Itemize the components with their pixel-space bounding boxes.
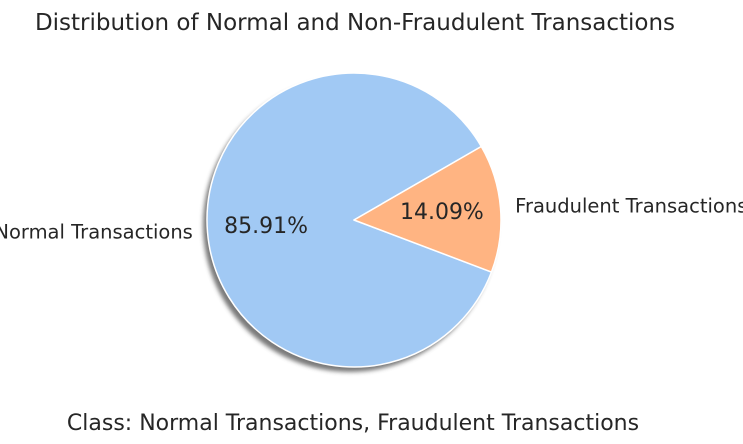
chart-title: Distribution of Normal and Non-Fraudulen… [35, 10, 675, 36]
category-label: Fraudulent Transactions [515, 194, 743, 217]
pie-group: Normal Transactions 85.91% Fraudulent Tran… [0, 72, 743, 372]
pie-slice-normal-transactions [206, 72, 493, 368]
x-axis-label: Class: Normal Transactions, Fraudulent T… [67, 411, 639, 436]
category-label: Normal Transactions [0, 221, 193, 244]
percentage-label: 14.09% [400, 200, 484, 225]
percentage-label: 85.91% [224, 214, 308, 239]
pie-slice-fraudulent-transactions [353, 145, 502, 273]
